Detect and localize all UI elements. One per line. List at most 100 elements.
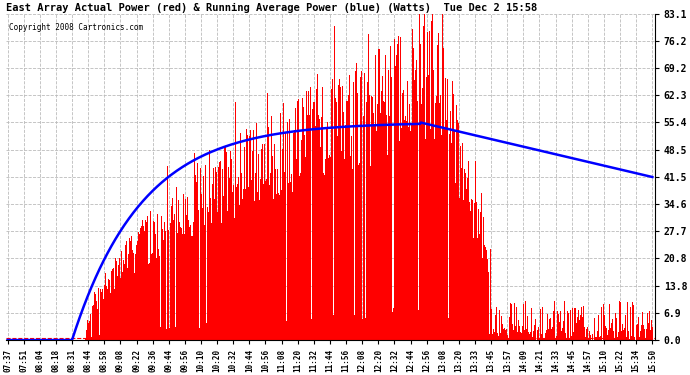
Bar [293,133,294,340]
Bar [369,94,370,340]
Bar [500,333,501,340]
Bar [157,214,159,340]
Bar [579,339,580,340]
Bar [415,60,417,340]
Bar [205,181,206,340]
Bar [396,55,397,340]
Bar [643,325,644,340]
Bar [208,150,210,340]
Bar [592,334,593,340]
Bar [212,184,213,340]
Bar [175,188,177,340]
Bar [117,276,118,340]
Bar [112,268,114,340]
Bar [436,96,437,340]
Bar [317,75,318,340]
Bar [326,127,327,340]
Bar [124,265,126,340]
Bar [633,337,635,340]
Bar [122,272,123,340]
Bar [572,314,573,340]
Bar [217,211,218,340]
Bar [230,151,231,340]
Bar [216,191,217,340]
Bar [199,328,200,340]
Bar [504,328,505,340]
Bar [392,312,393,340]
Bar [649,311,651,340]
Bar [241,173,242,340]
Bar [652,327,653,340]
Bar [506,328,507,340]
Bar [269,185,270,340]
Bar [407,81,408,340]
Bar [434,139,435,340]
Bar [158,249,159,340]
Bar [149,262,150,340]
Bar [522,326,523,340]
Bar [451,143,452,340]
Bar [272,156,273,340]
Bar [104,285,105,340]
Bar [454,130,455,340]
Bar [262,144,263,340]
Bar [526,329,527,340]
Bar [273,199,274,340]
Bar [95,294,96,340]
Bar [439,73,440,340]
Bar [107,290,108,340]
Bar [391,77,392,340]
Bar [85,339,86,340]
Bar [354,315,355,340]
Bar [626,337,627,340]
Bar [163,240,164,340]
Bar [529,334,530,340]
Bar [251,180,252,340]
Bar [414,80,415,340]
Bar [569,339,570,340]
Bar [421,104,422,340]
Bar [300,173,301,340]
Bar [403,90,404,340]
Bar [549,319,550,340]
Bar [191,236,193,340]
Bar [286,321,287,340]
Text: East Array Actual Power (red) & Running Average Power (blue) (Watts)  Tue Dec 2 : East Array Actual Power (red) & Running … [6,3,538,13]
Bar [583,306,584,340]
Bar [347,100,348,340]
Bar [612,319,613,340]
Bar [644,329,645,340]
Bar [228,166,229,340]
Bar [235,102,237,340]
Bar [320,147,322,340]
Bar [554,302,555,340]
Bar [479,238,480,340]
Bar [227,211,228,340]
Bar [221,222,222,340]
Bar [97,288,99,340]
Bar [161,241,162,340]
Bar [242,199,244,340]
Bar [627,302,628,340]
Bar [467,178,468,340]
Bar [197,214,199,340]
Text: Copyright 2008 Cartronics.com: Copyright 2008 Cartronics.com [9,23,144,32]
Bar [261,149,262,340]
Bar [519,326,520,340]
Bar [225,147,226,340]
Bar [308,150,310,340]
Bar [219,161,221,340]
Bar [209,199,210,340]
Bar [428,75,429,340]
Bar [413,48,414,340]
Bar [330,157,331,340]
Bar [503,329,504,340]
Bar [526,332,528,340]
Bar [372,161,373,340]
Bar [144,231,145,340]
Bar [580,315,581,340]
Bar [207,207,208,340]
Bar [346,315,347,340]
Bar [487,259,489,340]
Bar [502,324,503,340]
